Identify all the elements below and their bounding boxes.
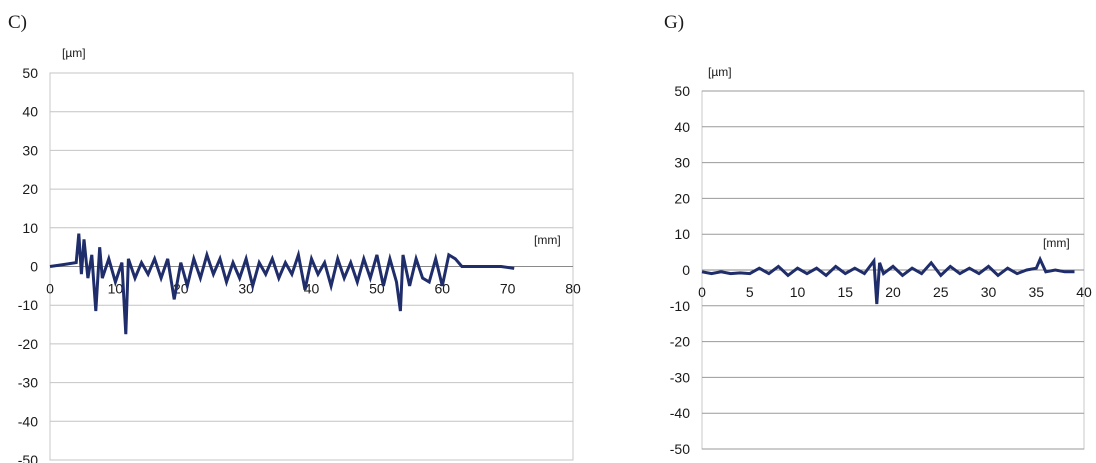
x-tick-label-g: 30 <box>981 284 997 300</box>
x-tick-label-c: 0 <box>46 281 54 297</box>
y-tick-label-g: -30 <box>670 369 690 385</box>
y-tick-label-g: -10 <box>670 298 690 314</box>
y-unit-label-g: [µm] <box>708 65 732 79</box>
y-tick-label-c: -20 <box>18 336 38 352</box>
x-tick-label-c: 70 <box>500 281 516 297</box>
y-unit-label-c: [µm] <box>62 46 86 60</box>
y-tick-label-c: 40 <box>22 104 38 120</box>
x-tick-label-c: 60 <box>434 281 450 297</box>
x-tick-label-c: 80 <box>565 281 581 297</box>
y-tick-label-g: 50 <box>674 83 690 99</box>
y-tick-label-c: -50 <box>18 452 38 463</box>
x-tick-label-g: 5 <box>746 284 754 300</box>
x-tick-label-g: 10 <box>790 284 806 300</box>
y-tick-label-g: 40 <box>674 119 690 135</box>
panel-label-c: C) <box>8 12 27 33</box>
series-line-c <box>49 233 515 335</box>
y-tick-label-c: 0 <box>30 259 38 275</box>
x-unit-label-g: [mm] <box>1043 236 1070 250</box>
y-tick-label-g: 10 <box>674 226 690 242</box>
x-tick-label-c: 50 <box>369 281 385 297</box>
x-tick-label-c: 30 <box>238 281 254 297</box>
y-tick-label-c: -40 <box>18 413 38 429</box>
y-tick-label-g: 30 <box>674 155 690 171</box>
panel-label-g: G) <box>664 12 685 33</box>
y-tick-label-c: -10 <box>18 297 38 313</box>
x-tick-label-g: 25 <box>933 284 949 300</box>
x-tick-label-g: 40 <box>1076 284 1092 300</box>
y-tick-label-c: -30 <box>18 375 38 391</box>
y-tick-label-g: -40 <box>670 405 690 421</box>
x-tick-label-g: 0 <box>698 284 706 300</box>
y-tick-label-c: 50 <box>22 65 38 81</box>
x-unit-label-c: [mm] <box>534 233 561 247</box>
x-tick-label-g: 15 <box>837 284 853 300</box>
y-tick-label-g: 0 <box>682 262 690 278</box>
y-tick-label-g: 20 <box>674 190 690 206</box>
y-tick-label-c: 10 <box>22 220 38 236</box>
y-tick-label-g: -50 <box>670 441 690 457</box>
y-tick-label-g: -20 <box>670 334 690 350</box>
series-line-g <box>701 255 1075 305</box>
x-tick-label-g: 20 <box>885 284 901 300</box>
y-tick-label-c: 30 <box>22 142 38 158</box>
x-tick-label-c: 40 <box>304 281 320 297</box>
x-tick-label-g: 35 <box>1028 284 1044 300</box>
y-tick-label-c: 20 <box>22 181 38 197</box>
x-tick-label-c: 10 <box>108 281 124 297</box>
